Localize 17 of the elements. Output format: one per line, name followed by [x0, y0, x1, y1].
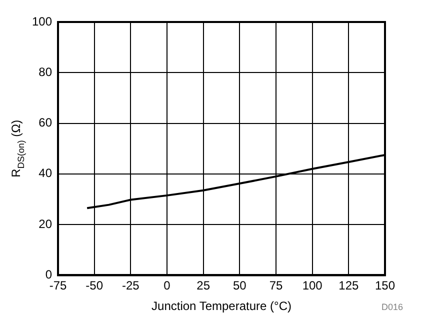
x-tick-label: 125: [338, 278, 359, 293]
y-tick-label: 100: [32, 14, 52, 28]
x-tick-label: 100: [302, 278, 323, 293]
x-tick-label: 150: [374, 278, 396, 293]
y-axis-title: RDS(on) (Ω): [9, 120, 26, 178]
x-tick-label: 50: [232, 278, 247, 293]
y-tick-label: 40: [38, 166, 52, 180]
x-axis-title: Junction Temperature (°C): [152, 299, 292, 314]
x-tick-label: -25: [122, 278, 140, 293]
y-tick-label: 20: [38, 216, 52, 231]
x-tick-label: 0: [164, 278, 171, 293]
text: D016: [381, 302, 403, 312]
x-tick-label: 25: [196, 278, 210, 293]
x-tick-label: -50: [86, 278, 104, 293]
x-tick-label: 75: [269, 278, 283, 293]
y-tick-label: 80: [38, 64, 52, 79]
y-tick-label: 60: [38, 116, 52, 130]
